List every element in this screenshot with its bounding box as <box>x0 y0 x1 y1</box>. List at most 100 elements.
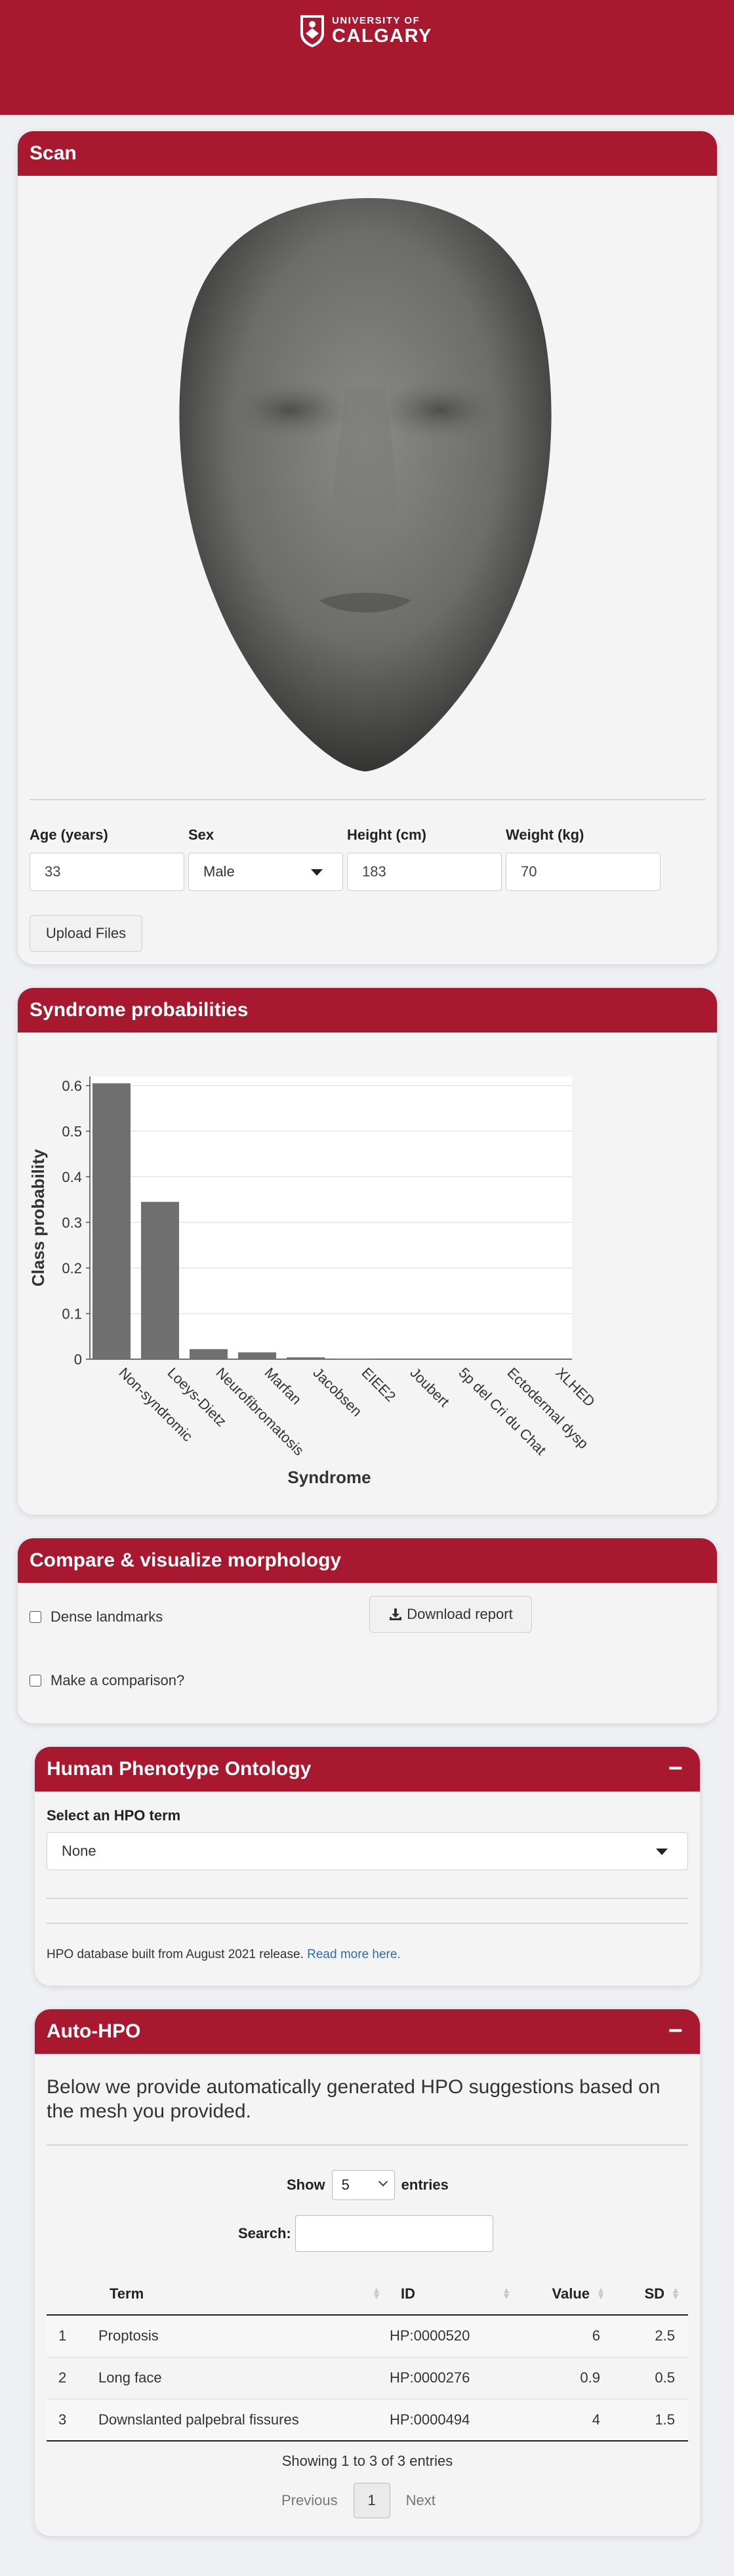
col-id-label: ID <box>401 2285 415 2302</box>
bar <box>190 1349 228 1359</box>
hpo-term-select[interactable]: None <box>47 1832 688 1870</box>
hpo-results-table: Term ▲ ▼ ID ▲ ▼ Value ▲ ▼ SD ▲ ▼ 1 Proptosis HP:… <box>47 2273 688 2442</box>
x-tick-label: Marfan <box>261 1364 304 1408</box>
y-axis-title: Class probability <box>28 1149 48 1286</box>
compare-card-header: Compare & visualize morphology <box>18 1538 717 1583</box>
sort-icon: ▲ ▼ <box>502 2285 511 2301</box>
make-comparison-checkbox[interactable]: Make a comparison? <box>30 1672 184 1689</box>
dense-landmarks-box[interactable] <box>30 1611 41 1623</box>
row-value: 6 <box>519 2315 613 2358</box>
university-logo[interactable]: UNIVERSITY OF CALGARY <box>299 12 437 50</box>
entries-label: entries <box>401 2177 449 2193</box>
row-term: Proptosis <box>98 2315 389 2358</box>
crest-icon <box>300 15 324 47</box>
logo-line1: UNIVERSITY OF <box>332 15 420 26</box>
hpo-card: Human Phenotype Ontology − Select an HPO… <box>35 1747 700 1986</box>
x-tick-label: 5p del Cri du Chat <box>455 1364 549 1458</box>
entries-value: 5 <box>341 2177 350 2193</box>
page-1-button[interactable]: 1 <box>353 2483 390 2518</box>
make-comparison-box[interactable] <box>30 1675 41 1687</box>
hpo-select-value: None <box>62 1843 96 1859</box>
weight-label: Weight (kg) <box>506 827 584 843</box>
syndrome-card: Syndrome probabilities 0 0.1 0.2 0.3 0.4 0.5 0… <box>18 988 717 1515</box>
hpo-footer-text: HPO database built from August 2021 rele… <box>47 1948 308 1961</box>
next-button[interactable]: Next <box>405 2492 436 2508</box>
col-sd[interactable]: SD ▲ ▼ <box>613 2273 688 2316</box>
compare-title: Compare & visualize morphology <box>30 1549 342 1571</box>
col-id[interactable]: ID ▲ ▼ <box>389 2273 519 2316</box>
table-info: Showing 1 to 3 of 3 entries <box>281 2453 453 2469</box>
chevron-down-icon <box>311 869 323 876</box>
download-icon <box>390 1608 402 1620</box>
bar <box>238 1352 276 1359</box>
col-index <box>47 2273 98 2316</box>
y-tick-label: 0.5 <box>62 1123 82 1139</box>
col-term-label: Term <box>110 2285 144 2302</box>
scan-title: Scan <box>30 142 77 164</box>
row-id: HP:0000494 <box>389 2399 519 2442</box>
hpo-divider-1 <box>47 1898 688 1899</box>
col-value[interactable]: Value ▲ ▼ <box>519 2273 613 2316</box>
row-id: HP:0000520 <box>389 2315 519 2358</box>
col-value-label: Value <box>552 2285 590 2302</box>
previous-button[interactable]: Previous <box>281 2492 338 2508</box>
syndrome-title: Syndrome probabilities <box>30 999 249 1021</box>
scan-card: Scan Age (years) 33 Sex Male Height (cm)… <box>18 131 717 964</box>
scan-divider <box>30 799 705 800</box>
age-input[interactable]: 33 <box>30 853 184 891</box>
read-more-link[interactable]: Read more here. <box>307 1948 401 1961</box>
sex-label: Sex <box>188 827 214 843</box>
chevron-down-icon <box>656 1849 668 1855</box>
row-index: 1 <box>47 2315 98 2358</box>
y-tick-label: 0.2 <box>62 1260 82 1277</box>
y-tick-label: 0.4 <box>62 1169 82 1185</box>
pagination: Previous 1 Next <box>281 2483 436 2518</box>
compare-card: Compare & visualize morphology Dense lan… <box>18 1538 717 1723</box>
sort-icon: ▲ ▼ <box>596 2285 605 2301</box>
weight-input[interactable]: 70 <box>506 853 661 891</box>
table-row[interactable]: 3 Downslanted palpebral fissures HP:0000… <box>47 2399 688 2442</box>
logo-line2: CALGARY <box>332 26 432 47</box>
col-term[interactable]: Term ▲ ▼ <box>98 2273 389 2316</box>
row-sd: 2.5 <box>613 2315 688 2358</box>
show-label: Show <box>287 2177 325 2193</box>
upload-files-button[interactable]: Upload Files <box>30 915 142 952</box>
age-label: Age (years) <box>30 827 108 843</box>
table-header-row: Term ▲ ▼ ID ▲ ▼ Value ▲ ▼ SD ▲ ▼ <box>47 2273 688 2316</box>
table-row[interactable]: 2 Long face HP:0000276 0.9 0.5 <box>47 2357 688 2400</box>
row-index: 2 <box>47 2357 98 2400</box>
autohpo-description: Below we provide automatically generated… <box>47 2076 661 2122</box>
collapse-icon[interactable]: − <box>668 1755 683 1782</box>
row-term: Long face <box>98 2357 389 2400</box>
hpo-title: Human Phenotype Ontology <box>47 1758 312 1780</box>
hpo-card-header: Human Phenotype Ontology − <box>35 1747 700 1791</box>
autohpo-divider <box>47 2144 688 2146</box>
face-scan-viewer[interactable] <box>149 190 582 781</box>
autohpo-card: Auto-HPO − Below we provide automaticall… <box>35 2009 700 2536</box>
download-report-button[interactable]: Download report <box>369 1596 532 1633</box>
row-term: Downslanted palpebral fissures <box>98 2399 389 2442</box>
row-value: 0.9 <box>519 2357 613 2400</box>
x-tick-label: Ectodermal dysp <box>504 1364 592 1452</box>
height-input[interactable]: 183 <box>347 853 502 891</box>
sex-select[interactable]: Male <box>188 853 343 891</box>
table-row[interactable]: 1 Proptosis HP:0000520 6 2.5 <box>47 2315 688 2358</box>
dense-landmarks-checkbox[interactable]: Dense landmarks <box>30 1608 163 1625</box>
syndrome-card-header: Syndrome probabilities <box>18 988 717 1032</box>
row-value: 4 <box>519 2399 613 2442</box>
hpo-divider-2 <box>47 1923 688 1924</box>
hpo-footer: HPO database built from August 2021 rele… <box>47 1948 401 1962</box>
row-sd: 1.5 <box>613 2399 688 2442</box>
x-tick-label: Neurofibromatosis <box>213 1364 307 1459</box>
entries-select[interactable]: 5 <box>331 2170 395 2200</box>
search-input[interactable] <box>295 2215 493 2252</box>
bar <box>287 1357 325 1359</box>
autohpo-card-header: Auto-HPO − <box>35 2009 700 2054</box>
sex-value: Male <box>203 863 235 880</box>
chevron-down-icon <box>378 2177 388 2187</box>
search-row: Search: <box>238 2215 493 2252</box>
search-label: Search: <box>238 2225 291 2241</box>
dense-landmarks-label: Dense landmarks <box>51 1608 163 1625</box>
collapse-icon[interactable]: − <box>668 2017 683 2045</box>
x-tick-label: XLHED <box>552 1364 598 1410</box>
